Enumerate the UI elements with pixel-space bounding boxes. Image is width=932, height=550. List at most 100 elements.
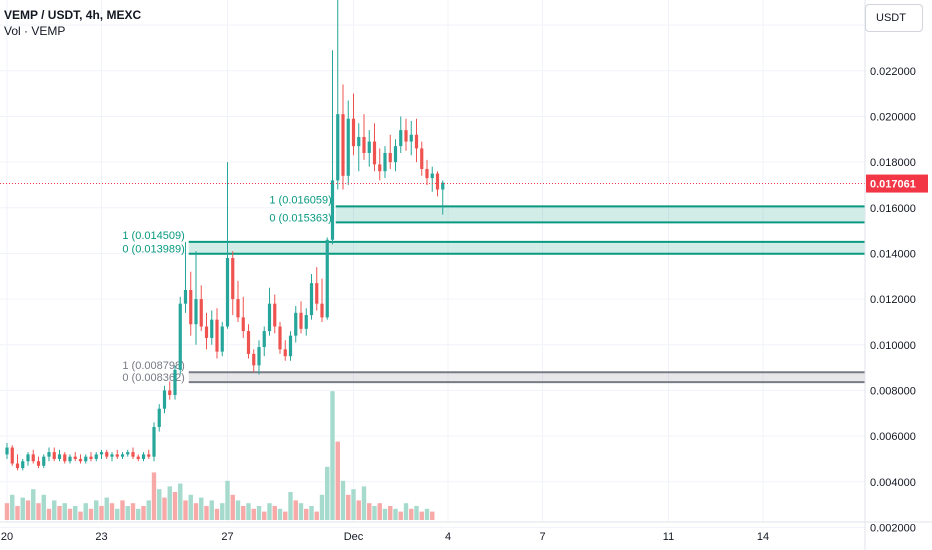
zone-fill (188, 372, 865, 383)
volume-bar (88, 508, 94, 520)
volume-bar (67, 508, 73, 520)
candle-body (73, 456, 77, 459)
candle-body (63, 454, 67, 462)
last-price-label: 0.017061 (870, 179, 916, 191)
candle-body (5, 447, 9, 455)
volume-bar (225, 480, 230, 520)
volume-bar (209, 500, 214, 520)
candle-body (110, 454, 114, 457)
candle-body (126, 452, 130, 455)
symbol-title: VEMP / USDT, 4h, MEXC (4, 8, 142, 22)
volume-bar (41, 494, 46, 520)
currency-button[interactable]: USDT (865, 4, 923, 32)
price-tick-label: 0.016000 (870, 203, 916, 215)
volume-bar (146, 500, 151, 520)
candle-body (252, 353, 256, 366)
price-tick-label: 0.022000 (870, 66, 916, 78)
time-axis[interactable]: 20 23 27 Dec 4 7 11 14 (0, 521, 932, 543)
volume-bar (10, 494, 15, 520)
volume-bar (235, 500, 241, 520)
volume-bar (214, 508, 220, 520)
time-tick-label: 4 (445, 531, 451, 543)
candle-body (210, 319, 214, 338)
chart-legend: VEMP / USDT, 4h, MEXC Vol · VEMP (4, 7, 141, 39)
candle-body (47, 452, 51, 457)
candle-body (136, 456, 140, 459)
zone-bottom-label: 0 (0.013989) (122, 244, 184, 256)
volume-bar (403, 503, 409, 520)
price-axis[interactable]: 0.0240000.0220000.0200000.0180000.016000… (864, 0, 928, 550)
volume-bar (178, 483, 183, 520)
volume-bar (36, 503, 41, 520)
candle-body (225, 258, 230, 327)
candle-body (183, 289, 188, 304)
candle-body (157, 408, 161, 427)
candle-body (162, 390, 167, 409)
candle-body (68, 456, 72, 462)
candle-body (194, 299, 198, 325)
volume-bar (125, 506, 130, 520)
time-tick-label: 20 (1, 531, 13, 543)
candle-body (430, 173, 434, 179)
volume-bar (335, 441, 340, 520)
candle-body (99, 452, 104, 455)
candle-body (120, 454, 125, 457)
candle-body (94, 454, 98, 459)
price-tick-label: 0.020000 (870, 111, 916, 123)
zone-bottom-label: 0 (0.015363) (269, 212, 331, 224)
candle-body (189, 289, 193, 325)
volume-bar (230, 494, 235, 520)
volume-bar (267, 503, 272, 520)
candle-body (26, 454, 30, 462)
volume-bar (262, 511, 267, 520)
volume-bar (293, 500, 298, 520)
candle-body (336, 114, 340, 181)
candle-body (105, 452, 109, 457)
time-tick-label: Dec (344, 531, 364, 543)
candle-body (131, 452, 135, 457)
candle-body (246, 331, 251, 354)
volume-bar (31, 489, 36, 520)
price-tick-label: 0.004000 (870, 477, 916, 489)
volume-bar (73, 506, 78, 520)
candle-body (204, 326, 209, 338)
volume-bar (151, 472, 157, 520)
candle-body (372, 141, 377, 165)
volume-bar (136, 508, 141, 520)
candle-body (78, 458, 83, 462)
candle-body (31, 454, 35, 462)
volume-bar (256, 506, 262, 520)
volume-bar (4, 503, 10, 520)
candle-body (325, 239, 329, 318)
candle-body (10, 447, 14, 464)
volume-bar (183, 500, 188, 520)
volume-bar (304, 508, 309, 520)
volume-bar (109, 503, 115, 520)
candle-body (388, 152, 392, 163)
candle-body (414, 134, 419, 149)
volume-bar (414, 506, 419, 520)
volume-bar (141, 506, 146, 520)
candle-body (320, 303, 324, 318)
volume-bar (330, 391, 335, 520)
candle-body (341, 114, 345, 176)
volume-bar (172, 492, 178, 520)
candle-body (231, 258, 235, 300)
volume-bar (277, 508, 283, 520)
price-tick-label: 0.002000 (870, 522, 916, 534)
grid (0, 0, 865, 528)
volume-bar (272, 506, 277, 520)
volume-bar (120, 500, 125, 520)
volume-bar (382, 508, 388, 520)
candle-body (378, 164, 382, 172)
candle-body (273, 303, 277, 327)
volume-bar (62, 503, 67, 520)
candle-body (420, 148, 424, 169)
candle-body (262, 331, 266, 348)
volume-bar (162, 497, 167, 520)
volume-bar (351, 489, 356, 520)
zone-top-label: 1 (0.008798) (122, 360, 184, 372)
zone-top-label: 1 (0.014509) (122, 230, 184, 242)
candle-body (357, 137, 361, 147)
